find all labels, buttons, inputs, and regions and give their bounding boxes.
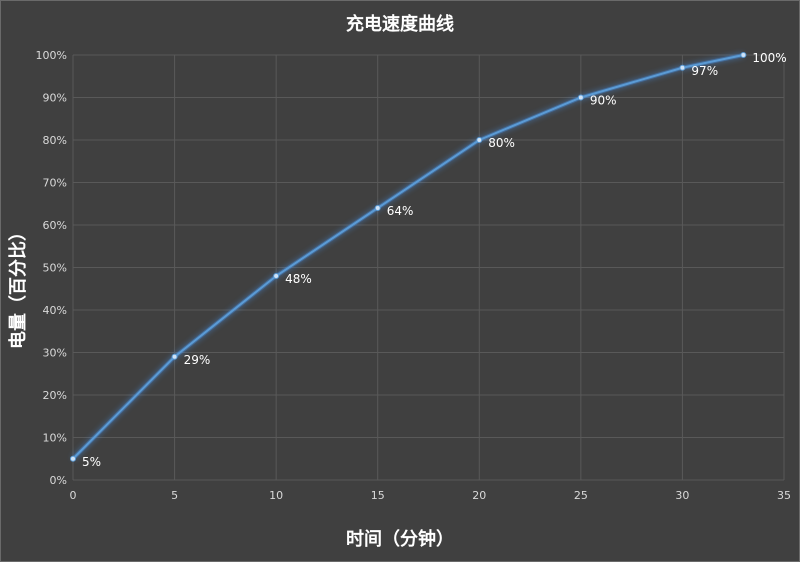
data-point [70, 455, 76, 462]
data-point [273, 273, 280, 279]
x-tick-label: 30 [675, 489, 689, 502]
y-tick-label: 90% [43, 92, 67, 105]
y-tick-label: 80% [43, 134, 67, 147]
y-tick-label: 10% [43, 432, 67, 445]
chart-title: 充电速度曲线 [346, 14, 454, 35]
data-labels: 5% 29% 48% 64% 80% 90% 97% 100% [82, 51, 787, 469]
y-tick-label: 40% [43, 304, 67, 317]
series-line-glow [71, 53, 744, 461]
y-tick-label: 100% [36, 49, 67, 62]
data-label: 90% [590, 94, 617, 108]
data-point [374, 205, 381, 211]
x-tick-label: 0 [70, 489, 77, 502]
y-tick-label: 70% [43, 177, 67, 190]
y-tick-label: 20% [43, 389, 67, 402]
x-tick-label: 25 [574, 489, 588, 502]
gridlines [72, 54, 785, 481]
y-tick-label: 30% [43, 347, 67, 360]
x-tick-label: 10 [269, 489, 283, 502]
data-label: 29% [184, 353, 211, 367]
data-label: 64% [387, 204, 414, 218]
y-tick-label: 0% [50, 474, 67, 487]
data-point [679, 64, 686, 71]
series-line [72, 54, 744, 460]
data-label: 48% [285, 272, 312, 286]
data-label: 100% [752, 51, 786, 65]
data-point [476, 137, 483, 143]
data-label: 80% [488, 136, 515, 150]
data-point [577, 94, 584, 101]
x-tick-label: 5 [171, 489, 178, 502]
x-axis-title: 时间（分钟） [346, 529, 454, 550]
x-tick-label: 15 [371, 489, 385, 502]
y-tick-label: 60% [43, 219, 67, 232]
data-label: 5% [82, 455, 101, 469]
data-point [171, 353, 178, 360]
x-tick-label: 35 [777, 489, 791, 502]
y-axis-title: 电量（百分比） [8, 223, 29, 349]
axes: 0 5 10 15 20 25 30 35 0% 10% 20% 30% 40% 50% 60% 70% 80%… [36, 49, 791, 502]
series-line-group [70, 52, 747, 462]
x-tick-label: 20 [472, 489, 486, 502]
y-tick-label: 50% [43, 262, 67, 275]
data-point [740, 52, 747, 58]
data-label: 97% [691, 64, 718, 78]
